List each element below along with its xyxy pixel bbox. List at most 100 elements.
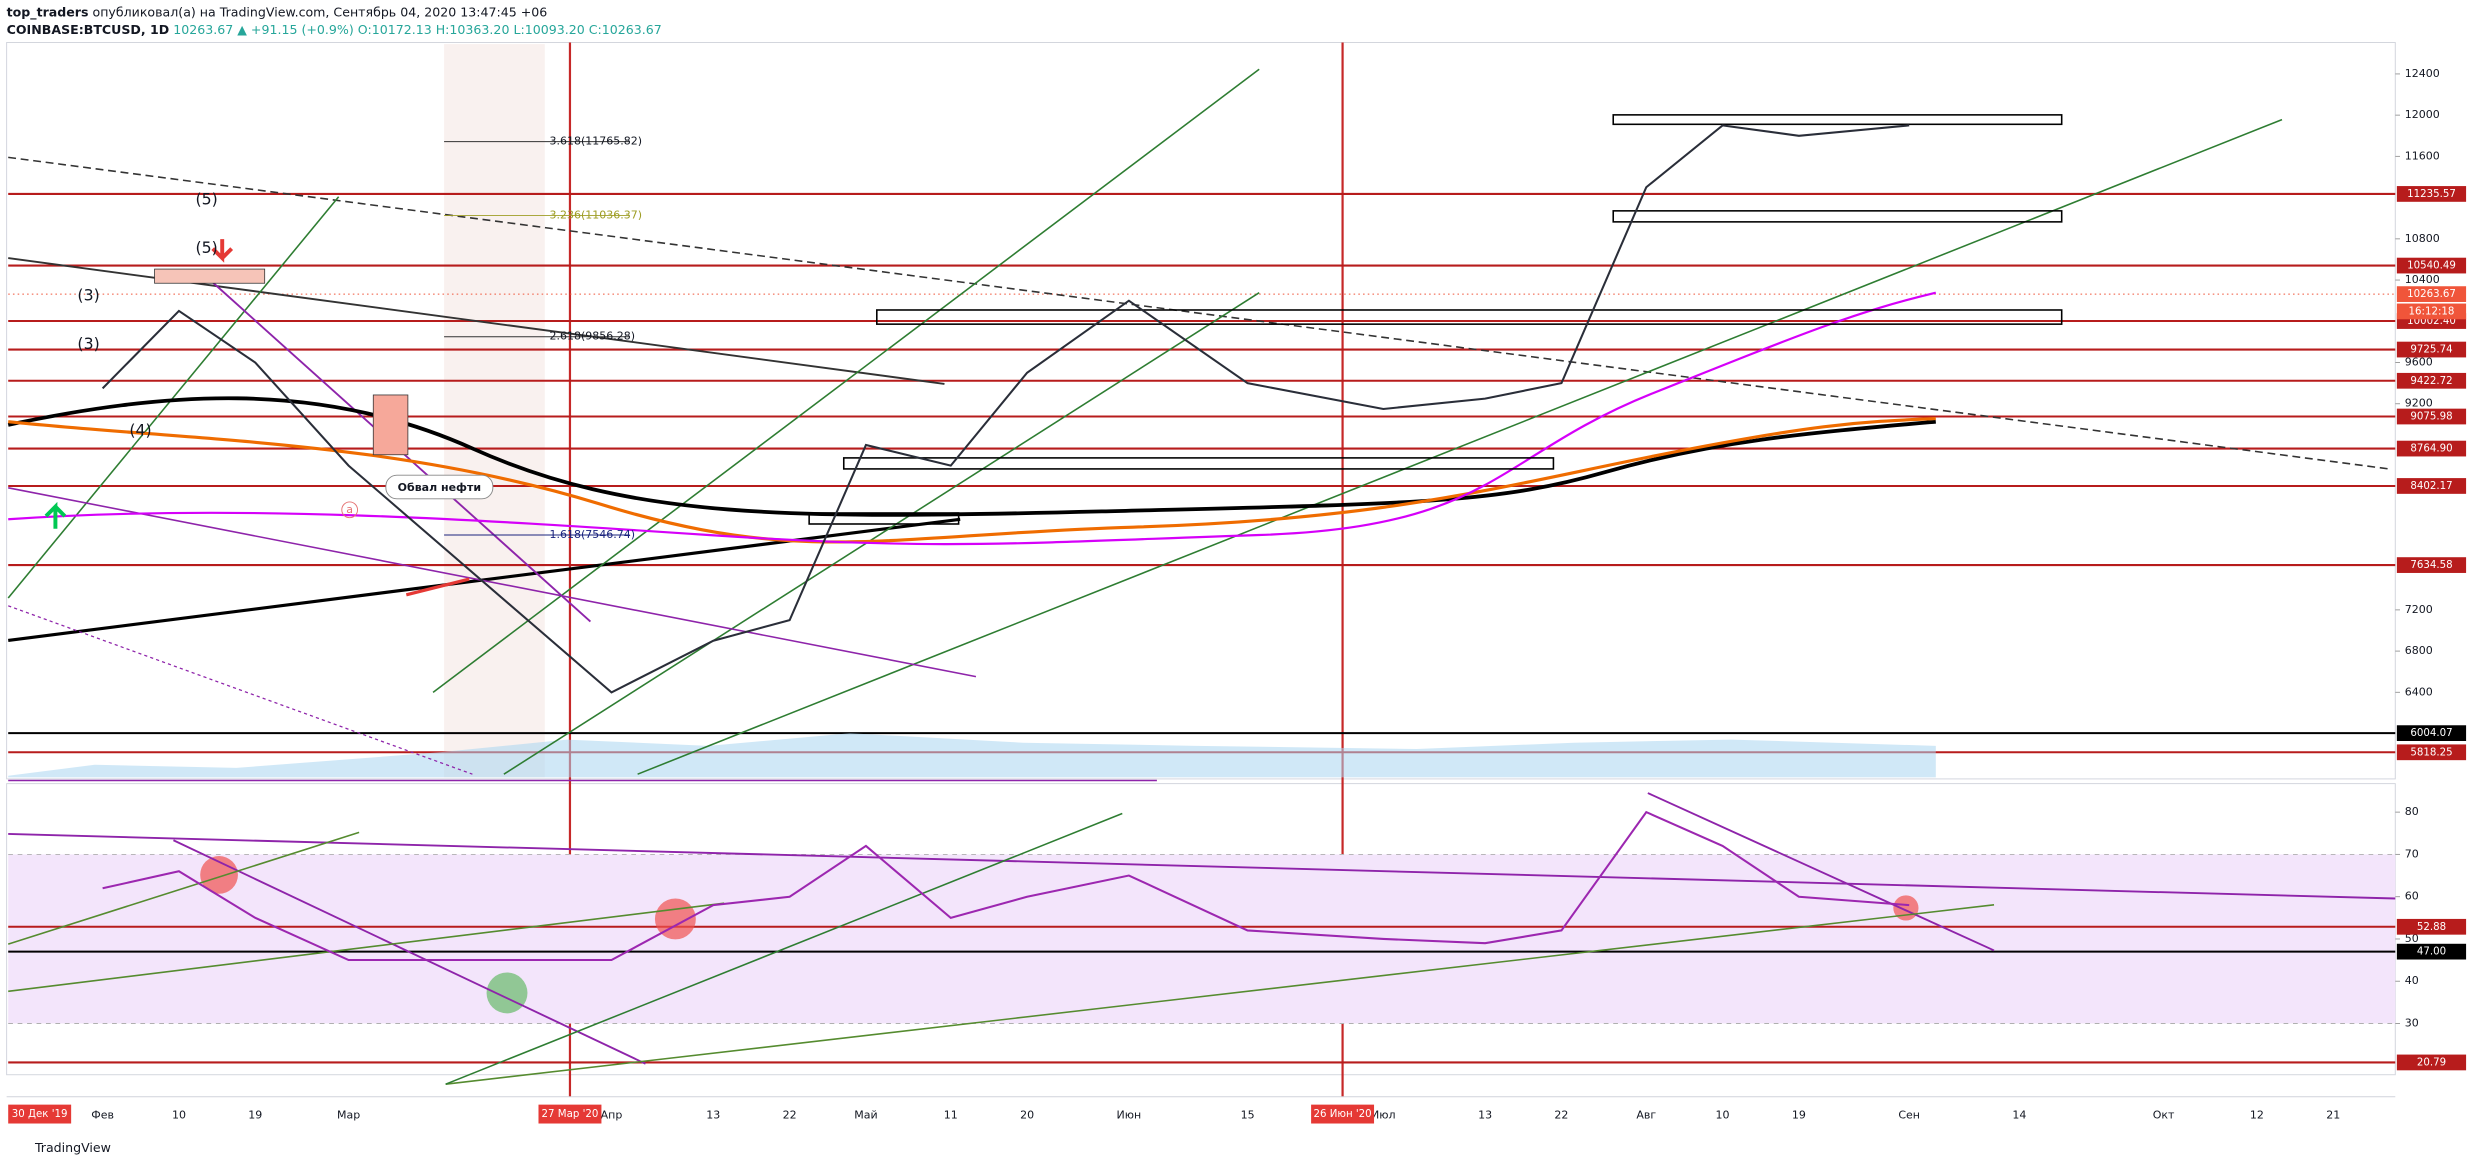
level-label: 10540.49 xyxy=(2407,261,2456,272)
countdown-label: 16:12:18 xyxy=(2409,306,2455,317)
level-label: 6004.07 xyxy=(2410,728,2452,739)
zone-box xyxy=(1612,210,2063,223)
highlight-zone xyxy=(444,44,545,778)
y-tick-label: 6800 xyxy=(2405,644,2433,657)
front-layer: Фев 10 19 Мар Апр 13 22 Май 11 20 Июн 15 Июл 13 22 Авг 1… xyxy=(8,67,2467,1124)
level-badge xyxy=(2396,186,2467,202)
arrow-icon xyxy=(405,577,470,597)
wave-label: (5) xyxy=(195,238,217,257)
wave-circle xyxy=(341,501,359,519)
level-label: 9725.74 xyxy=(2410,345,2452,356)
x-tick-label: Апр xyxy=(601,1109,623,1122)
zone-box xyxy=(808,512,960,525)
y-tick-label: 10400 xyxy=(2405,273,2440,286)
trendline xyxy=(8,156,2390,470)
level-badge xyxy=(2396,943,2467,960)
x-tick-label: 22 xyxy=(1554,1109,1568,1122)
trendline xyxy=(8,833,2396,900)
symbol-line: COINBASE:BTCUSD, 1D 10263.67 ▲ +91.15 (+… xyxy=(7,21,662,36)
x-tick-label: Июл xyxy=(1371,1109,1396,1122)
y-tick-label: 70 xyxy=(2405,847,2419,860)
x-tick-label: 15 xyxy=(1241,1109,1255,1122)
y-tick-label: 80 xyxy=(2405,805,2419,818)
price: 10263.67 xyxy=(173,21,233,36)
marker-badge xyxy=(1311,1104,1375,1124)
level-label: 52.88 xyxy=(2417,922,2446,933)
level-label: 9422.72 xyxy=(2410,376,2452,387)
x-tick-label: 10 xyxy=(172,1109,186,1122)
level-badge xyxy=(2396,257,2467,274)
x-tick-label: 10 xyxy=(1716,1109,1730,1122)
y-tick-label: 6400 xyxy=(2405,685,2433,698)
level-badge xyxy=(2396,440,2467,457)
zone-box xyxy=(372,394,409,456)
x-tick-label: Авг xyxy=(1636,1109,1656,1122)
x-tick-label: Июн xyxy=(1117,1109,1142,1122)
callout-box xyxy=(385,474,494,500)
callout-label: Обвал нефти xyxy=(398,481,481,494)
y-tick-label: 40 xyxy=(2405,974,2419,987)
wave-label: (3) xyxy=(77,285,99,304)
y-tick-label: 9600 xyxy=(2405,356,2433,369)
level-badge xyxy=(2396,918,2467,935)
marker-badge xyxy=(538,1104,602,1124)
circle-mark xyxy=(486,972,528,1014)
x-tick-label: Сен xyxy=(1898,1109,1920,1122)
close: C:10263.67 xyxy=(589,21,662,36)
fib-label: 3.618(11765.82) xyxy=(550,135,643,148)
x-tick-label: 22 xyxy=(783,1109,797,1122)
level-label: 11235.57 xyxy=(2407,189,2456,200)
trendline xyxy=(8,487,977,678)
fib-label: 1.618(7546.74) xyxy=(550,528,636,541)
y-tick-label: 10800 xyxy=(2405,232,2440,245)
fib-label: 3.236(11036.37) xyxy=(550,209,643,222)
y-tick-label: 50 xyxy=(2405,932,2419,945)
wave-label: (5) xyxy=(195,189,217,208)
y-tick-label: 7200 xyxy=(2405,603,2433,616)
author: top_traders xyxy=(7,4,89,20)
x-tick-label: Фев xyxy=(91,1109,114,1122)
y-tick-label: 30 xyxy=(2405,1017,2419,1030)
level-label: 47.00 xyxy=(2417,947,2446,958)
trendline xyxy=(637,118,2283,775)
trendline xyxy=(7,196,340,599)
zone-box xyxy=(842,457,1555,470)
trendline xyxy=(7,831,360,945)
series-line xyxy=(101,124,1910,694)
x-tick-label: 21 xyxy=(2326,1109,2340,1122)
x-tick-label: Май xyxy=(854,1109,877,1122)
footer-brand: TradingView xyxy=(34,1140,111,1155)
y-tick-label: 11600 xyxy=(2405,149,2440,162)
marker-badge xyxy=(8,1104,72,1124)
level-label: 7634.58 xyxy=(2410,560,2452,571)
level-label: 20.79 xyxy=(2417,1057,2446,1068)
arrow-icon xyxy=(211,239,234,263)
change: ▲ +91.15 (+0.9%) xyxy=(237,21,354,36)
arrow-icon xyxy=(44,501,67,529)
level-badge xyxy=(2396,408,2467,425)
level-badge xyxy=(2396,557,2467,573)
zone-box xyxy=(154,268,266,284)
annotations: 3.618(11765.82) 3.236(11036.37) 2.618(98… xyxy=(77,135,642,541)
ma-line xyxy=(7,396,1936,517)
x-tick-label: Мар xyxy=(337,1109,360,1122)
level-label: 9075.98 xyxy=(2410,412,2452,423)
level-label: 8402.17 xyxy=(2410,481,2452,492)
trendline xyxy=(432,68,1260,693)
symbol: COINBASE:BTCUSD, 1D xyxy=(7,21,170,36)
marker-label: 27 Мар '20 xyxy=(542,1109,599,1120)
low: L:10093.20 xyxy=(513,21,584,36)
volume-area xyxy=(8,733,1936,778)
zone-box xyxy=(1612,114,2063,126)
x-tick-label: 14 xyxy=(2012,1109,2026,1122)
y-tick-label: 9200 xyxy=(2405,397,2433,410)
level-badge xyxy=(2396,341,2467,358)
trendline xyxy=(7,605,473,775)
level-badge xyxy=(2396,1054,2467,1071)
x-tick-label: 13 xyxy=(1478,1109,1492,1122)
trendline xyxy=(8,902,725,993)
x-tick-label: 13 xyxy=(706,1109,720,1122)
level-label: 5818.25 xyxy=(2410,747,2452,758)
open: O:10172.13 xyxy=(358,21,432,36)
high: H:10363.20 xyxy=(436,21,510,36)
